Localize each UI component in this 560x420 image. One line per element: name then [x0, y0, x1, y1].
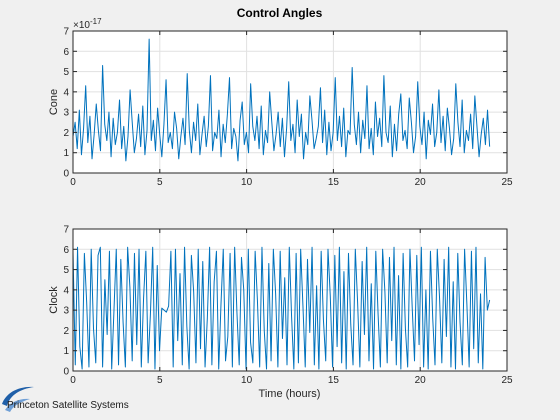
clock-ylabel: Clock — [48, 286, 60, 314]
x-tick-label: 15 — [328, 177, 340, 188]
y-tick-label: 3 — [63, 306, 69, 317]
cone-exponent-label: ×10-17 — [73, 17, 102, 31]
axes-frame — [72, 30, 508, 174]
y-tick-label: 1 — [63, 148, 69, 159]
y-tick-label: 6 — [63, 47, 69, 58]
clock-axes: 0 5 10 15 20 25 0 1 2 3 4 5 6 7 — [63, 225, 513, 387]
x-tick-label: 0 — [70, 177, 76, 188]
psslogo-swoosh-icon — [2, 386, 34, 412]
y-tick-label: 0 — [63, 169, 69, 180]
y-tick-label: 7 — [63, 225, 69, 236]
x-tick-label: 5 — [157, 177, 163, 188]
plot-area — [73, 31, 507, 173]
chart-title: Control Angles — [237, 6, 323, 20]
x-tick-label: 25 — [501, 177, 513, 188]
x-tick-label: 10 — [241, 177, 253, 188]
y-tick-label: 4 — [63, 285, 69, 296]
x-tick-label: 20 — [415, 375, 427, 386]
series-line-0 — [72, 246, 491, 370]
cone-axes: 0 5 10 15 20 25 0 1 2 3 4 5 6 7 — [63, 27, 513, 189]
footer-brand-text: Princeton Satellite Systems — [7, 400, 129, 411]
y-tick-label: 0 — [63, 367, 69, 378]
y-tick-label: 7 — [63, 27, 69, 38]
x-tick-label: 15 — [328, 375, 340, 386]
y-tick-label: 6 — [63, 245, 69, 256]
y-tick-label: 2 — [63, 326, 69, 337]
y-tick-label: 4 — [63, 87, 69, 98]
y-tick-label: 5 — [63, 67, 69, 78]
x-tick-label: 20 — [415, 177, 427, 188]
y-tick-label: 3 — [63, 108, 69, 119]
series-line-0 — [72, 38, 491, 162]
y-tick-label: 5 — [63, 265, 69, 276]
x-tick-label: 10 — [241, 375, 253, 386]
x-tick-label: 25 — [501, 375, 513, 386]
y-tick-label: 2 — [63, 128, 69, 139]
axes-frame — [72, 228, 508, 372]
cone-ylabel: Cone — [48, 89, 60, 115]
x-tick-label: 0 — [70, 375, 76, 386]
time-xlabel: Time (hours) — [259, 388, 321, 400]
x-tick-label: 5 — [157, 375, 163, 386]
y-tick-label: 1 — [63, 346, 69, 357]
